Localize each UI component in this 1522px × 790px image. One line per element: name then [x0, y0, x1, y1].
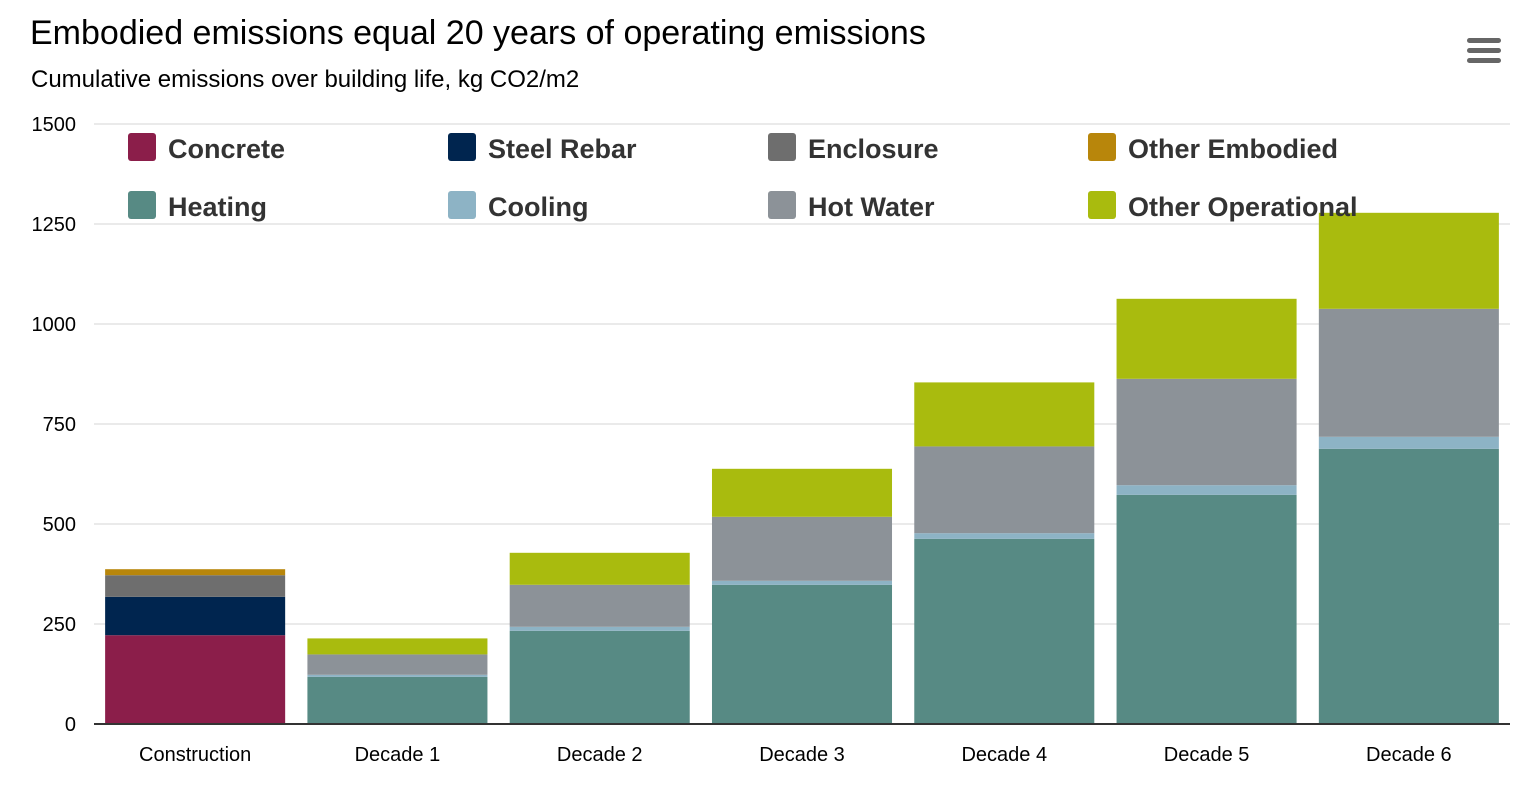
legend-item[interactable]: Heating: [128, 191, 267, 222]
y-tick-label: 500: [43, 514, 76, 536]
bar-segment[interactable]: [1318, 436, 1499, 449]
bar-segment[interactable]: [509, 584, 690, 627]
y-tick-label: 1250: [32, 214, 77, 236]
x-tick-label: Decade 1: [355, 744, 441, 766]
legend-item[interactable]: Cooling: [448, 191, 588, 222]
hamburger-menu-icon[interactable]: [1462, 30, 1506, 70]
legend-label: Cooling: [488, 192, 588, 222]
legend-swatch: [768, 133, 796, 161]
legend-swatch: [1088, 133, 1116, 161]
chart-title: Embodied emissions equal 20 years of ope…: [30, 14, 926, 52]
x-tick-label: Decade 2: [557, 744, 643, 766]
bar-segment[interactable]: [105, 569, 286, 576]
bar-segment[interactable]: [307, 676, 488, 724]
bar-segment[interactable]: [914, 446, 1095, 534]
bar-segment[interactable]: [509, 626, 690, 631]
legend-item[interactable]: Other Operational: [1088, 191, 1358, 222]
legend-item[interactable]: Concrete: [128, 133, 285, 164]
legend-swatch: [448, 133, 476, 161]
legend-label: Steel Rebar: [488, 134, 637, 164]
axes: 0 250 500 750 1000 1250 1500 Construction Decade…: [32, 114, 1510, 766]
legend-swatch: [128, 133, 156, 161]
bar-segment[interactable]: [307, 654, 488, 675]
bar-segment[interactable]: [509, 630, 690, 724]
bar-segment[interactable]: [711, 584, 893, 724]
x-tick-label: Decade 6: [1366, 744, 1452, 766]
legend-label: Concrete: [168, 134, 285, 164]
y-tick-label: 250: [43, 614, 76, 636]
bar-segment[interactable]: [1318, 212, 1499, 309]
legend-item[interactable]: Other Embodied: [1088, 133, 1338, 164]
legend-swatch: [128, 191, 156, 219]
bar-segment[interactable]: [1116, 298, 1297, 379]
bar-segment[interactable]: [914, 382, 1095, 447]
legend-item[interactable]: Steel Rebar: [448, 133, 637, 164]
legend-label: Other Operational: [1128, 192, 1358, 222]
legend-item[interactable]: Hot Water: [768, 191, 935, 222]
bar-segment[interactable]: [105, 596, 286, 636]
bar-segment[interactable]: [711, 516, 893, 581]
bar-segment[interactable]: [307, 638, 488, 655]
bar-segment[interactable]: [711, 580, 893, 585]
bar-segment[interactable]: [1318, 448, 1499, 724]
bar-segment[interactable]: [307, 674, 488, 677]
bar-segment[interactable]: [1116, 378, 1297, 486]
legend-label: Other Embodied: [1128, 134, 1338, 164]
x-tick-label: Decade 4: [961, 744, 1047, 766]
bars: [105, 212, 1499, 724]
y-tick-label: 1500: [32, 114, 77, 136]
y-tick-label: 750: [43, 414, 76, 436]
x-tick-label: Construction: [139, 744, 251, 766]
bar-segment[interactable]: [509, 552, 690, 585]
bar-segment[interactable]: [1318, 308, 1499, 437]
legend-swatch: [768, 191, 796, 219]
bar-segment[interactable]: [1116, 494, 1297, 724]
y-tick-label: 0: [65, 714, 76, 736]
x-tick-label: Decade 5: [1164, 744, 1250, 766]
legend-label: Enclosure: [808, 134, 939, 164]
legend-swatch: [1088, 191, 1116, 219]
bar-segment[interactable]: [711, 468, 893, 517]
legend-item[interactable]: Enclosure: [768, 133, 939, 164]
bar-segment[interactable]: [105, 575, 286, 597]
bar-segment[interactable]: [914, 538, 1095, 724]
chart-subtitle: Cumulative emissions over building life,…: [31, 66, 580, 93]
legend-label: Heating: [168, 192, 267, 222]
legend-label: Hot Water: [808, 192, 935, 222]
x-tick-label: Decade 3: [759, 744, 845, 766]
bar-segment[interactable]: [1116, 485, 1297, 495]
bar-segment[interactable]: [914, 533, 1095, 539]
y-tick-label: 1000: [32, 314, 77, 336]
legend-swatch: [448, 191, 476, 219]
legend: Concrete Steel Rebar Enclosure Other Embodi…: [128, 133, 1358, 222]
bar-segment[interactable]: [105, 635, 286, 724]
